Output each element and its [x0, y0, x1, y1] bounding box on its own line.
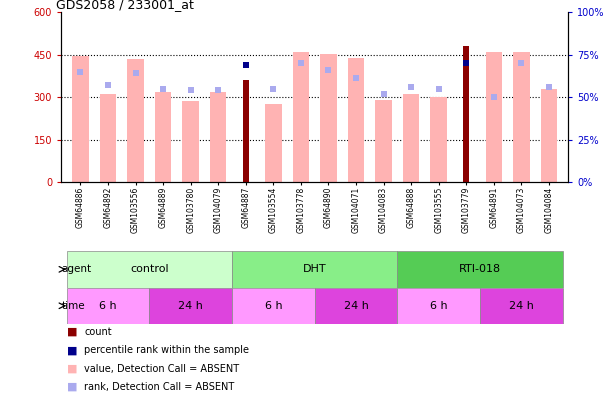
- Text: 24 h: 24 h: [178, 301, 203, 311]
- Bar: [375, 100, 392, 182]
- Text: time: time: [61, 301, 85, 311]
- Text: rank, Detection Call = ABSENT: rank, Detection Call = ABSENT: [84, 382, 235, 392]
- Text: control: control: [130, 264, 169, 274]
- Bar: [315, 288, 397, 324]
- Bar: [486, 52, 502, 182]
- Bar: [430, 97, 447, 182]
- Bar: [155, 92, 171, 182]
- Bar: [232, 288, 315, 324]
- Bar: [67, 288, 149, 324]
- Bar: [182, 101, 199, 182]
- Bar: [149, 288, 232, 324]
- Bar: [541, 89, 557, 182]
- Text: 24 h: 24 h: [509, 301, 534, 311]
- Bar: [480, 288, 563, 324]
- Text: 6 h: 6 h: [430, 301, 447, 311]
- Text: ■: ■: [67, 382, 78, 392]
- Text: ■: ■: [67, 345, 78, 355]
- Text: 6 h: 6 h: [265, 301, 282, 311]
- Bar: [67, 251, 232, 288]
- Bar: [513, 52, 530, 182]
- Text: DHT: DHT: [303, 264, 326, 274]
- Bar: [72, 55, 89, 182]
- Bar: [397, 251, 563, 288]
- Text: 24 h: 24 h: [343, 301, 368, 311]
- Bar: [463, 46, 469, 182]
- Text: RTI-018: RTI-018: [459, 264, 501, 274]
- Text: ■: ■: [67, 364, 78, 373]
- Bar: [232, 251, 397, 288]
- Text: GDS2058 / 233001_at: GDS2058 / 233001_at: [56, 0, 194, 11]
- Bar: [293, 52, 309, 182]
- Bar: [397, 288, 480, 324]
- Bar: [403, 94, 419, 182]
- Bar: [243, 80, 249, 182]
- Text: percentile rank within the sample: percentile rank within the sample: [84, 345, 249, 355]
- Text: ■: ■: [67, 327, 78, 337]
- Bar: [265, 104, 282, 182]
- Text: value, Detection Call = ABSENT: value, Detection Call = ABSENT: [84, 364, 240, 373]
- Bar: [100, 94, 116, 182]
- Text: count: count: [84, 327, 112, 337]
- Bar: [348, 58, 364, 182]
- Bar: [320, 54, 337, 182]
- Text: agent: agent: [61, 264, 92, 274]
- Bar: [127, 59, 144, 182]
- Bar: [210, 92, 227, 182]
- Text: 6 h: 6 h: [99, 301, 117, 311]
